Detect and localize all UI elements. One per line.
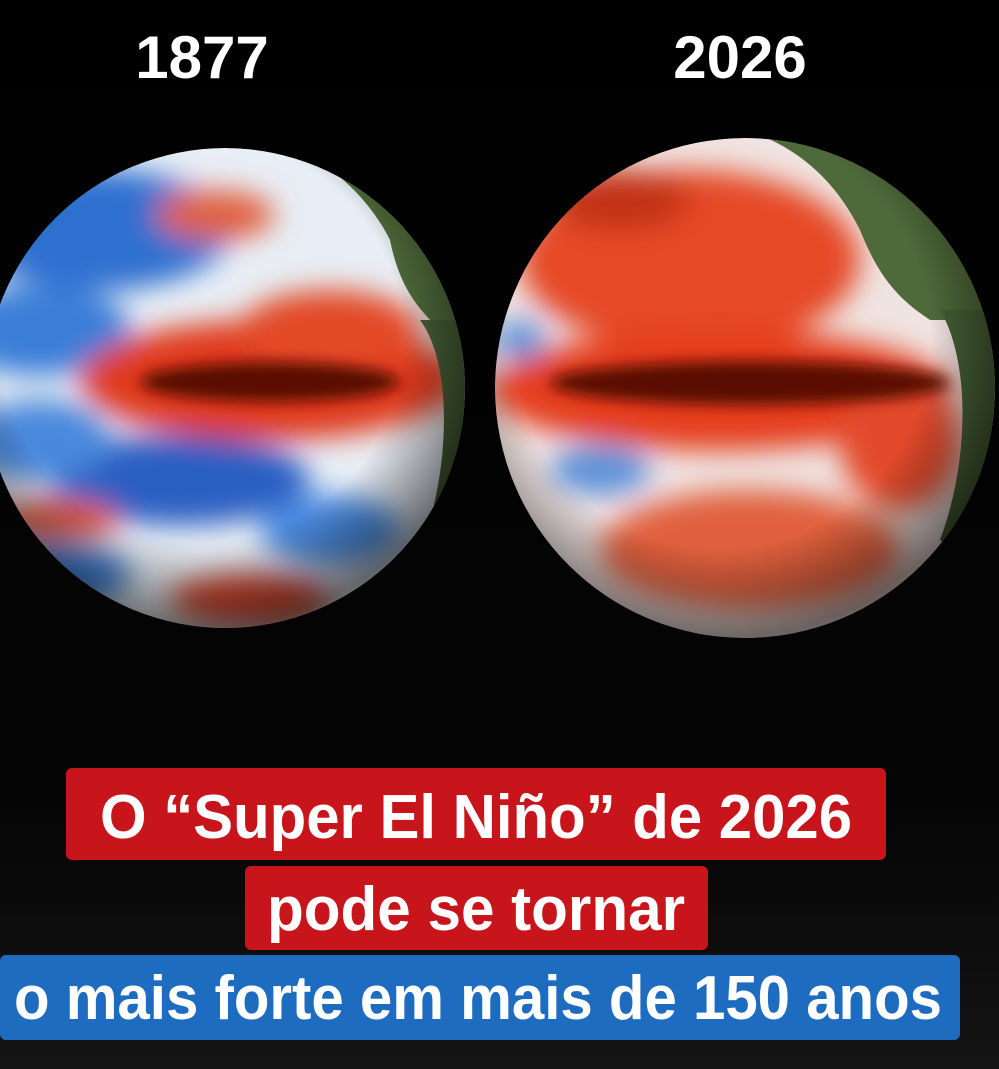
- caption-line-3: o mais forte em mais de 150 anos: [14, 964, 942, 1033]
- caption-box-2: [245, 866, 708, 950]
- year-left: 1877: [135, 24, 268, 91]
- globe-right: [495, 138, 995, 638]
- caption-line-1: O “Super El Niño” de 2026: [100, 783, 852, 852]
- caption-box-3: [0, 955, 960, 1040]
- year-right: 2026: [673, 24, 806, 91]
- caption-line-2: pode se tornar: [267, 875, 685, 944]
- caption-box-1: [66, 768, 886, 860]
